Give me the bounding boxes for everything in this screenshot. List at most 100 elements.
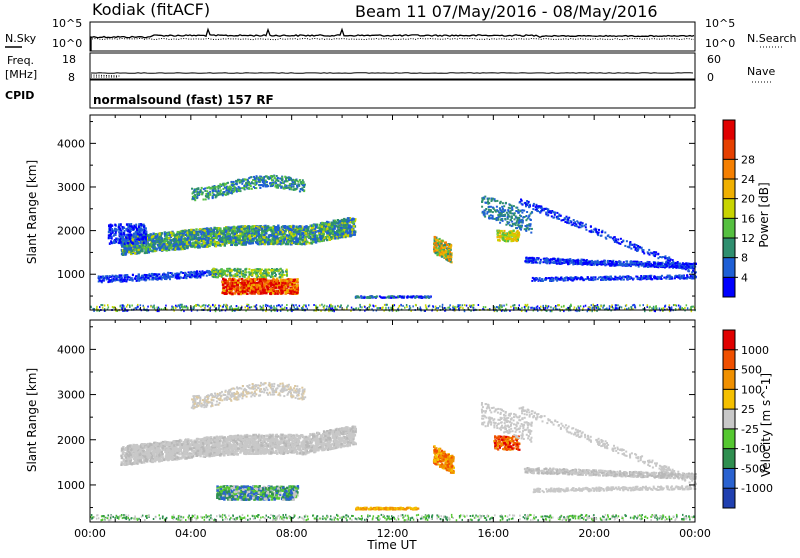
echo-cell: [279, 242, 281, 245]
echo-cell: [193, 275, 195, 277]
echo-cell: [146, 274, 148, 276]
echo-cell: [203, 234, 205, 237]
echo-cell: [132, 279, 134, 281]
echo-cell: [191, 274, 193, 276]
echo-cell: [102, 276, 104, 278]
echo-cell: [185, 234, 187, 237]
freq-label-line2: [MHz]: [5, 68, 37, 81]
echo-cell: [289, 183, 291, 185]
echo-cell: [321, 225, 323, 228]
echo-cell: [219, 192, 221, 194]
echo-cell: [230, 181, 232, 183]
echo-cell: [115, 231, 117, 234]
echo-cell: [127, 242, 129, 245]
echo-cell: [274, 177, 276, 179]
echo-cell: [436, 249, 438, 251]
echo-cell: [149, 248, 151, 251]
echo-cell: [215, 245, 217, 248]
echo-cell: [285, 243, 287, 246]
echo-cell: [259, 276, 261, 278]
echo-cell: [129, 231, 131, 234]
echo-cell: [258, 179, 260, 181]
echo-cell: [245, 269, 247, 271]
echo-cell: [253, 269, 255, 271]
echo-cell: [247, 280, 250, 283]
echo-cell: [250, 226, 252, 229]
echo-cell: [283, 288, 286, 291]
echo-cell: [248, 230, 250, 233]
echo-cell: [290, 288, 293, 291]
echo-cell: [234, 292, 237, 295]
echo-cell: [434, 242, 436, 244]
echo-cell: [251, 176, 253, 178]
echo-cell: [210, 233, 212, 236]
echo-cell: [232, 279, 235, 282]
echo-cell: [351, 228, 353, 231]
echo-cell: [218, 233, 220, 236]
echo-cell: [170, 232, 172, 235]
echo-cell: [295, 281, 298, 284]
echo-cell: [501, 211, 503, 213]
echo-cell: [267, 281, 270, 284]
echo-cell: [174, 273, 176, 275]
echo-cell: [191, 232, 193, 235]
echo-cell: [496, 217, 498, 219]
echo-cell: [171, 239, 173, 242]
echo-cell: [289, 240, 291, 243]
echo-cell: [274, 229, 276, 232]
echo-cell: [488, 202, 490, 204]
echo-cell: [281, 179, 283, 181]
echo-cell: [198, 245, 200, 248]
echo-cell: [295, 243, 297, 246]
echo-cell: [517, 224, 519, 226]
echo-cell: [123, 247, 125, 250]
echo-cell: [517, 230, 519, 232]
echo-cell: [217, 188, 219, 190]
echo-cell: [256, 182, 258, 184]
echo-cell: [215, 271, 217, 273]
echo-cell: [274, 186, 276, 188]
echo-cell: [186, 274, 188, 276]
echo-cell: [296, 292, 299, 295]
echo-cell: [312, 241, 314, 244]
echo-cell: [513, 230, 515, 232]
echo-cell: [245, 179, 247, 181]
echo-cell: [433, 247, 435, 249]
echo-cell: [133, 232, 135, 235]
echo-cell: [302, 184, 304, 186]
echo-cell: [156, 241, 158, 244]
echo-cell: [136, 280, 138, 282]
echo-cell: [254, 291, 257, 294]
echo-cell: [276, 175, 278, 177]
echo-cell: [512, 239, 514, 241]
echo-cell: [171, 234, 173, 237]
echo-cell: [514, 234, 516, 236]
echo-cell: [176, 248, 178, 251]
echo-cell: [235, 275, 237, 277]
echo-cell: [119, 241, 121, 244]
echo-cell: [524, 228, 526, 230]
echo-cell: [259, 187, 261, 189]
nsearch-label: N.Search: [747, 32, 797, 45]
echo-cell: [515, 210, 517, 212]
echo-cell: [239, 188, 241, 190]
echo-cell: [161, 278, 163, 280]
nsky-tick-bottom-left: 10^0: [52, 37, 82, 50]
echo-cell: [333, 234, 335, 237]
echo-cell: [224, 293, 227, 296]
echo-cell: [519, 214, 521, 216]
echo-cell: [180, 277, 182, 279]
echo-cell: [143, 225, 145, 228]
echo-cell: [488, 217, 490, 219]
echo-cell: [231, 244, 233, 247]
echo-cell: [259, 181, 261, 183]
echo-cell: [280, 187, 282, 189]
echo-cell: [502, 208, 504, 210]
echo-cell: [187, 237, 189, 240]
echo-cell: [531, 228, 533, 230]
echo-cell: [502, 237, 504, 239]
echo-cell: [256, 239, 258, 242]
echo-cell: [231, 285, 234, 288]
echo-cell: [168, 246, 170, 249]
